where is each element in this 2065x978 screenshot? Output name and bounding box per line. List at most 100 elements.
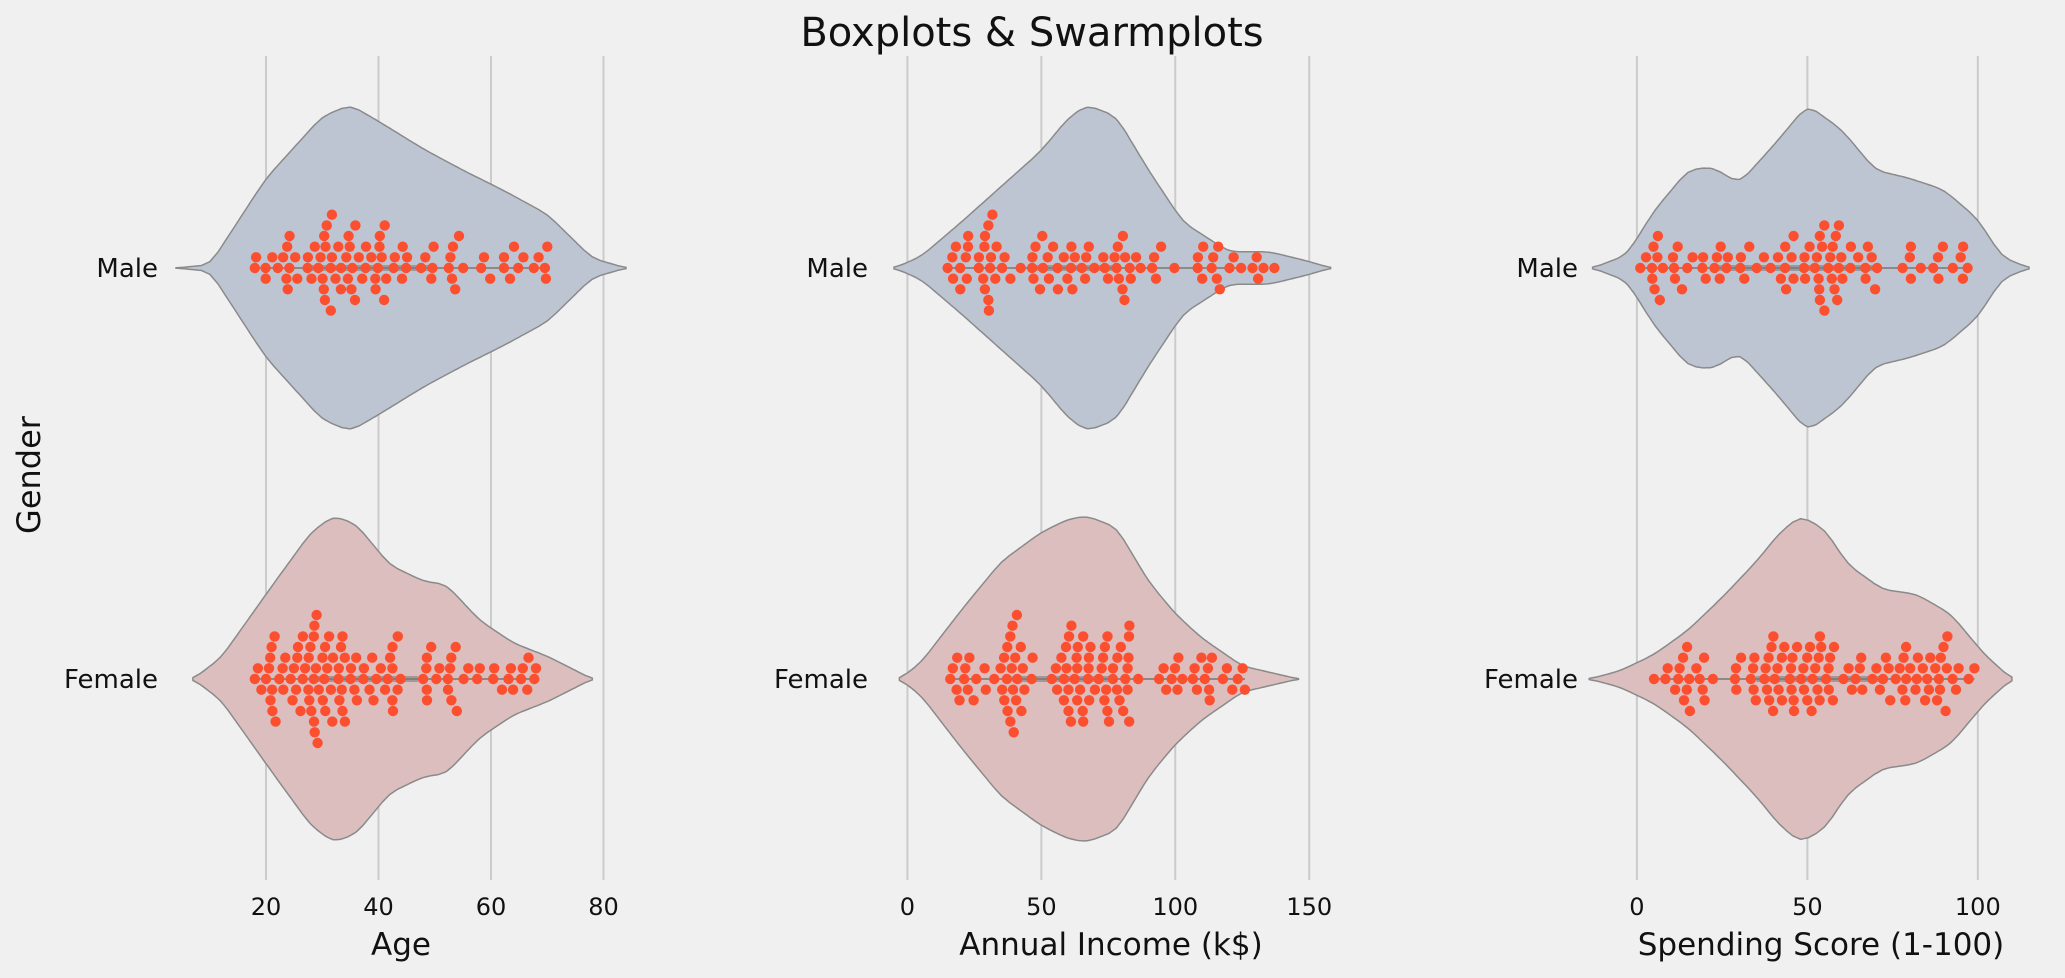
swarm-point xyxy=(319,673,330,685)
swarm-point xyxy=(979,663,990,674)
swarm-point xyxy=(1173,652,1184,663)
swarm-point xyxy=(372,262,383,274)
swarm-point xyxy=(1192,262,1203,274)
swarm-point xyxy=(472,673,483,685)
swarm-point xyxy=(978,273,989,284)
swarm-point xyxy=(1776,652,1788,663)
swarm-point xyxy=(1153,673,1165,685)
swarm-point xyxy=(1235,262,1247,274)
swarm-point xyxy=(427,262,438,274)
swarm-point xyxy=(1155,241,1167,252)
swarm-point xyxy=(1085,641,1096,653)
swarm-point xyxy=(1084,695,1095,706)
swarm-point xyxy=(1647,273,1658,284)
swarm-point xyxy=(426,641,437,653)
swarm-point xyxy=(1089,684,1101,695)
swarm-point xyxy=(1056,652,1067,663)
swarm-point xyxy=(1058,695,1070,706)
swarm-point xyxy=(1715,241,1726,252)
swarm-point xyxy=(335,284,347,295)
swarm-point xyxy=(1950,684,1962,695)
swarm-point xyxy=(322,663,333,674)
swarm-point xyxy=(505,663,517,674)
swarm-point xyxy=(292,652,303,663)
swarm-point xyxy=(249,673,260,685)
swarm-point xyxy=(1828,641,1840,653)
swarm-point xyxy=(1758,252,1770,263)
swarm-point xyxy=(249,262,260,274)
swarm-point xyxy=(1019,684,1030,695)
swarm-point xyxy=(1804,241,1815,252)
swarm-point xyxy=(1060,641,1072,653)
swarm-point xyxy=(533,252,544,263)
swarm-point xyxy=(339,716,351,727)
swarm-point xyxy=(1646,262,1658,274)
swarm-point xyxy=(1069,673,1080,685)
swarm-point xyxy=(983,220,994,231)
swarm-point xyxy=(304,695,315,706)
swarm-point xyxy=(999,252,1010,263)
swarm-point xyxy=(302,262,313,274)
swarm-point xyxy=(954,695,965,706)
swarm-point xyxy=(1697,252,1709,263)
swarm-point xyxy=(277,663,288,674)
swarm-point xyxy=(1788,705,1800,717)
swarm-point xyxy=(1735,262,1746,274)
swarm-point xyxy=(288,663,300,674)
swarm-point xyxy=(1883,663,1894,674)
swarm-point xyxy=(1957,273,1969,284)
swarm-point xyxy=(1814,230,1826,242)
swarm-point xyxy=(1211,273,1223,284)
swarm-point xyxy=(446,273,458,284)
swarm-point xyxy=(1787,652,1798,663)
x-tick-label: 100 xyxy=(1152,893,1198,921)
swarm-point xyxy=(250,252,262,263)
swarm-point xyxy=(1098,252,1109,263)
swarm-point xyxy=(1124,620,1135,631)
swarm-point xyxy=(325,262,336,274)
swarm-point xyxy=(1072,695,1083,706)
swarm-point xyxy=(1814,695,1825,706)
swarm-point xyxy=(1825,252,1836,263)
swarm-point xyxy=(303,684,314,695)
swarm-point xyxy=(1919,695,1931,706)
swarm-point xyxy=(1115,641,1127,653)
swarm-point xyxy=(1833,262,1844,274)
swarm-point xyxy=(1681,641,1693,653)
swarm-point xyxy=(1814,284,1825,295)
swarm-point xyxy=(1660,673,1671,685)
swarm-point xyxy=(1058,252,1070,263)
x-tick-label: 40 xyxy=(363,893,394,921)
swarm-point xyxy=(1026,673,1037,685)
swarm-point xyxy=(1006,663,1017,674)
swarm-point xyxy=(518,252,529,263)
swarm-point xyxy=(1698,652,1710,663)
swarm-point xyxy=(1166,673,1177,685)
swarm-point xyxy=(1836,252,1847,263)
swarm-point xyxy=(539,262,551,274)
y-tick-label: Male xyxy=(1516,254,1578,284)
panel-1: 20 40 60 80 Age Male Female xyxy=(64,56,627,963)
swarm-point xyxy=(1107,663,1119,674)
swarm-point xyxy=(367,652,378,663)
swarm-point xyxy=(1823,663,1834,674)
swarm-point xyxy=(1898,652,1909,663)
swarm-point xyxy=(1684,673,1695,685)
swarm-point xyxy=(1833,220,1845,231)
swarm-point xyxy=(1697,684,1708,695)
swarm-point xyxy=(281,273,292,284)
swarm-point xyxy=(1005,273,1016,284)
swarm-point xyxy=(1820,673,1832,685)
swarm-point xyxy=(1221,663,1233,674)
swarm-point xyxy=(984,262,996,274)
swarm-point xyxy=(1897,262,1908,274)
swarm-point xyxy=(1900,641,1912,653)
swarm-point xyxy=(476,262,487,274)
swarm-point xyxy=(327,716,338,727)
swarm-point xyxy=(1015,262,1026,274)
swarm-point xyxy=(1764,695,1775,706)
swarm-point xyxy=(333,673,344,685)
swarm-point xyxy=(1109,252,1120,263)
swarm-point xyxy=(1010,652,1021,663)
swarm-point xyxy=(1809,262,1821,274)
